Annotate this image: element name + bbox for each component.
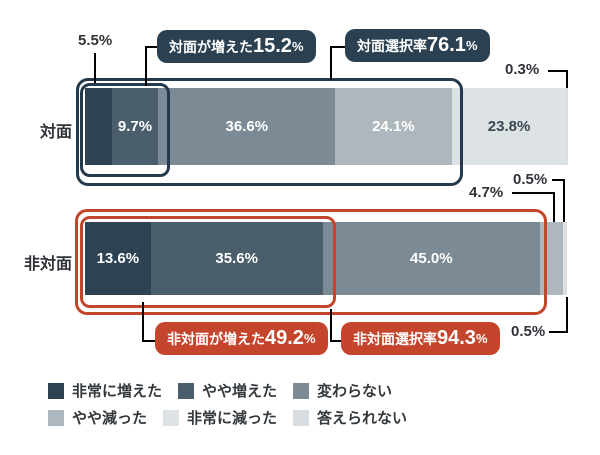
- bar-segment-非常に増えた: [85, 88, 112, 165]
- badge-hitaimen-increase: 非対面が増えた 49.2%: [155, 322, 328, 355]
- legend-item: やや減った: [48, 407, 147, 428]
- badge-value: 94.3: [437, 327, 476, 349]
- leader-taimen-seg1: [94, 53, 96, 83]
- legend-label: 非常に減った: [187, 410, 278, 427]
- segment-value-label: 24.1%: [372, 118, 415, 135]
- legend-item: 変わらない: [293, 380, 392, 401]
- bar-segment-非常に減った: [562, 222, 566, 295]
- bar-segment-変わらない: 45.0%: [322, 222, 540, 295]
- row-label-taimen: 対面: [39, 124, 72, 141]
- label-hitaimen-seg6: 0.5%: [511, 323, 546, 340]
- leader-hitaimen-seg5: [552, 179, 565, 222]
- badge-unit: %: [465, 38, 478, 53]
- bar-segment-変わらない: 36.6%: [158, 88, 336, 165]
- legend-item: やや増えた: [178, 380, 277, 401]
- bar-segment-やや増えた: 9.7%: [111, 88, 159, 165]
- bar-segment-やや減った: [539, 222, 563, 295]
- legend-item: 非常に増えた: [48, 380, 162, 401]
- bar-segment-やや増えた: 35.6%: [150, 222, 323, 295]
- badge-taimen-increase: 対面が増えた 15.2%: [157, 30, 316, 63]
- legend-swatch: [293, 409, 310, 426]
- legend-swatch: [163, 409, 180, 426]
- legend-label: 答えられない: [317, 410, 408, 427]
- badge-unit: %: [303, 331, 316, 346]
- badge-value: 15.2: [253, 35, 292, 57]
- badge-hitaimen-rate: 非対面選択率 94.3%: [341, 322, 500, 355]
- label-taimen-seg1: 5.5%: [78, 32, 113, 49]
- segment-value-label: 23.8%: [487, 118, 531, 135]
- badge-unit: %: [475, 331, 488, 346]
- bar-segment-答えられない: [566, 88, 568, 165]
- legend-item: 非常に減った: [163, 407, 277, 428]
- badge-value: 49.2: [265, 327, 304, 349]
- legend-label: 非常に増えた: [72, 383, 163, 400]
- segment-value-label: 35.6%: [215, 250, 258, 267]
- label-taimen-seg6: 0.3%: [505, 61, 540, 78]
- legend: 非常に増えた やや増えた 変わらないやや減った 非常に減った 答えられない: [48, 380, 448, 428]
- bar-segment-答えられない: [565, 222, 568, 295]
- badge-text: 対面が増えた: [169, 38, 253, 55]
- bar-segment-非常に増えた: 13.6%: [85, 222, 151, 295]
- legend-swatch: [48, 382, 64, 399]
- badge-text: 非対面が増えた: [167, 330, 265, 347]
- legend-label: やや増えた: [202, 383, 278, 400]
- row-label-hitaimen: 非対面: [23, 256, 72, 273]
- badge-text: 非対面選択率: [353, 330, 437, 347]
- label-hitaimen-seg5: 0.5%: [513, 171, 548, 188]
- legend-label: やや減った: [72, 410, 148, 427]
- segment-value-label: 13.6%: [96, 250, 140, 267]
- badge-value: 76.1: [427, 34, 466, 56]
- bar-segment-非常に減った: 23.8%: [451, 88, 567, 165]
- leader-hitaimen-seg6: [549, 297, 568, 333]
- badge-text: 対面選択率: [357, 37, 427, 54]
- legend-swatch: [293, 382, 310, 399]
- badge-taimen-rate: 対面選択率 76.1%: [345, 29, 490, 62]
- legend-swatch: [48, 409, 64, 426]
- leader-taimen-seg6: [548, 70, 568, 88]
- segment-value-label: 9.7%: [117, 118, 153, 135]
- bar-segment-やや減った: 24.1%: [335, 88, 452, 165]
- label-hitaimen-seg4: 4.7%: [469, 184, 504, 201]
- legend-swatch: [178, 382, 195, 399]
- badge-unit: %: [291, 39, 304, 54]
- segment-value-label: 36.6%: [225, 118, 269, 135]
- segment-value-label: 45.0%: [410, 250, 453, 267]
- legend-label: 変わらない: [317, 383, 393, 400]
- bar-hitaimen: 13.6% 35.6% 45.0%: [85, 222, 568, 295]
- bar-taimen: 9.7% 36.6% 24.1% 23.8%: [85, 88, 568, 165]
- legend-item: 答えられない: [293, 407, 407, 428]
- leader-hitaimen-seg4: [512, 192, 555, 222]
